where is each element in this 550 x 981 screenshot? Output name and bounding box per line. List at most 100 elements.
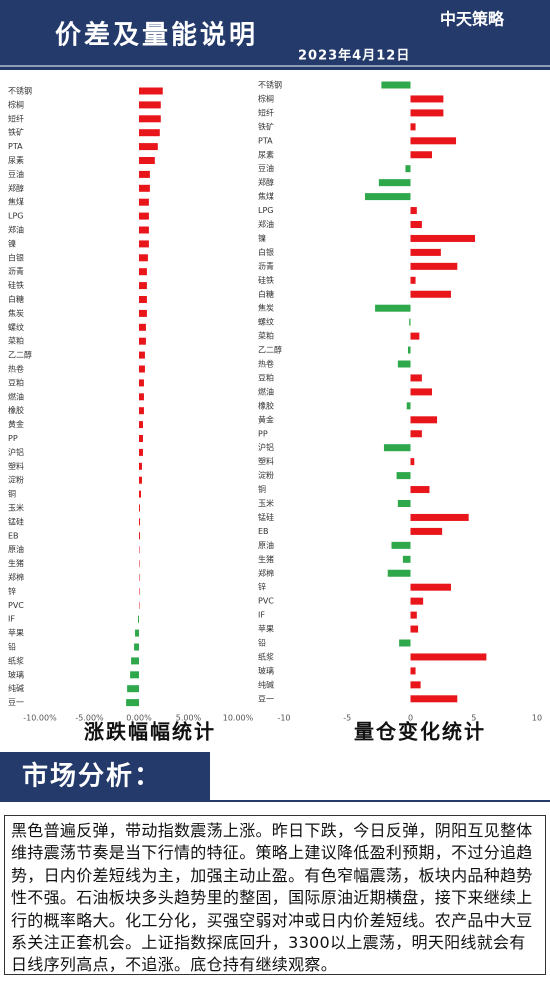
category-label: 玉米 bbox=[258, 498, 274, 508]
category-label: 乙二醇 bbox=[8, 350, 32, 360]
bar bbox=[410, 527, 443, 535]
bar bbox=[139, 365, 145, 373]
category-label: 橡胶 bbox=[258, 400, 274, 410]
x-tick-label: -5.00% bbox=[75, 714, 104, 723]
chart-caption: 量仓变化统计 bbox=[354, 720, 486, 744]
category-label: 白银 bbox=[8, 252, 24, 262]
bar bbox=[387, 569, 411, 577]
x-tick-label: -5 bbox=[343, 714, 351, 723]
category-label: 铁矿 bbox=[258, 121, 274, 131]
bar bbox=[139, 87, 163, 95]
bar bbox=[397, 360, 411, 368]
analysis-text: 黑色普遍反弹，带动指数震荡上涨。昨日下跌，今日反弹，阴阳互见整体维持震荡节奏是当… bbox=[4, 815, 546, 975]
bar bbox=[410, 109, 444, 117]
category-label: 豆油 bbox=[8, 169, 24, 179]
category-label: 镍 bbox=[8, 238, 16, 248]
x-tick-label: 10 bbox=[532, 714, 542, 723]
bar bbox=[135, 629, 139, 637]
category-label: 淀粉 bbox=[8, 475, 24, 485]
x-tick-label: 10.00% bbox=[223, 714, 254, 723]
category-label: 燃油 bbox=[8, 391, 24, 401]
category-label: 锌 bbox=[8, 586, 16, 596]
category-label: 沪铝 bbox=[8, 447, 24, 457]
category-label: 燃油 bbox=[258, 386, 274, 396]
category-label: 镍 bbox=[258, 233, 266, 243]
bar bbox=[391, 541, 411, 549]
bar bbox=[131, 657, 139, 665]
category-label: 黄金 bbox=[8, 419, 24, 429]
category-label: 纯碱 bbox=[258, 679, 274, 689]
bar bbox=[364, 193, 411, 201]
bar bbox=[409, 318, 411, 326]
category-label: 玉米 bbox=[8, 503, 24, 513]
bar bbox=[130, 671, 139, 679]
category-label: 菜粕 bbox=[8, 336, 24, 346]
x-tick-label: 0.00% bbox=[126, 714, 152, 723]
section-band bbox=[0, 752, 210, 800]
category-label: 纯碱 bbox=[8, 683, 24, 693]
category-label: 尿素 bbox=[258, 149, 274, 159]
category-label: 焦煤 bbox=[8, 197, 24, 207]
bar bbox=[139, 393, 144, 401]
bar bbox=[139, 101, 161, 109]
category-label: EB bbox=[8, 531, 19, 540]
bar bbox=[139, 490, 141, 498]
bar bbox=[410, 458, 415, 466]
bar bbox=[139, 560, 140, 568]
bar bbox=[383, 444, 411, 452]
category-label: 苹果 bbox=[258, 624, 274, 634]
category-label: 硅铁 bbox=[8, 280, 24, 290]
bar bbox=[410, 430, 422, 438]
category-label: 短纤 bbox=[8, 113, 24, 123]
category-label: 锰硅 bbox=[258, 512, 274, 522]
category-label: PVC bbox=[8, 601, 24, 610]
category-label: 玻璃 bbox=[8, 669, 24, 679]
x-tick-label: 0 bbox=[408, 714, 413, 723]
bar bbox=[139, 115, 161, 123]
x-tick-label: 5.00% bbox=[176, 714, 202, 723]
category-label: 铅 bbox=[258, 638, 266, 648]
category-label: 生猪 bbox=[258, 554, 274, 564]
bar bbox=[410, 234, 476, 242]
bar bbox=[399, 639, 411, 647]
category-label: PTA bbox=[258, 136, 273, 145]
bar bbox=[410, 151, 433, 159]
bar bbox=[406, 402, 411, 410]
category-label: 郑棉 bbox=[258, 568, 274, 578]
bar bbox=[139, 518, 140, 526]
category-label: 螺纹 bbox=[258, 317, 274, 327]
category-label: 豆一 bbox=[8, 698, 24, 707]
category-label: 不锈钢 bbox=[8, 86, 32, 96]
x-tick-label: -10 bbox=[277, 714, 290, 723]
category-label: 淀粉 bbox=[258, 470, 274, 480]
category-label: 棕榈 bbox=[8, 99, 24, 109]
category-label: 不锈钢 bbox=[258, 80, 282, 90]
bar bbox=[139, 532, 140, 540]
bar bbox=[139, 309, 147, 317]
category-label: 豆油 bbox=[258, 163, 274, 173]
category-label: 原油 bbox=[258, 540, 274, 550]
logo: 中天策略 bbox=[440, 10, 505, 29]
bar bbox=[139, 129, 160, 137]
bar bbox=[410, 374, 422, 382]
category-label: 郑醇 bbox=[258, 177, 274, 187]
category-label: 纸浆 bbox=[258, 651, 274, 661]
bar bbox=[410, 137, 457, 145]
category-label: 豆粕 bbox=[8, 377, 24, 387]
category-label: 螺纹 bbox=[8, 322, 24, 332]
category-label: LPG bbox=[258, 206, 273, 215]
bar bbox=[410, 290, 451, 298]
bar bbox=[410, 123, 416, 131]
category-label: 豆一 bbox=[258, 694, 274, 703]
bar bbox=[139, 282, 147, 290]
category-label: 黄金 bbox=[258, 414, 274, 424]
bar bbox=[375, 304, 411, 312]
bar bbox=[410, 262, 458, 270]
category-label: 白银 bbox=[258, 247, 274, 257]
bar bbox=[410, 248, 441, 256]
bar bbox=[139, 268, 147, 276]
category-label: LPG bbox=[8, 212, 23, 221]
section-title: 市场分析： bbox=[22, 761, 162, 792]
bar bbox=[396, 472, 411, 480]
